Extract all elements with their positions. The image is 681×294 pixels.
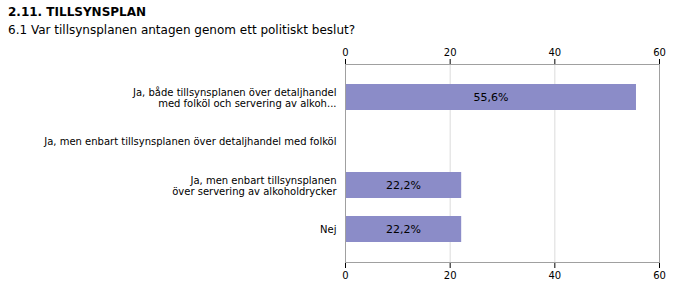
html-text:2.11. TILLSYNSPLAN: 2.11. TILLSYNSPLAN [8,5,147,19]
svg-text:40: 40 [548,270,561,281]
svg-text:Ja, men enbart tillsynsplanen: Ja, men enbart tillsynsplanen över detal… [43,136,336,147]
svg-text:20: 20 [444,47,457,58]
svg-text:55,6%: 55,6% [474,91,509,104]
svg-text:60: 60 [653,47,666,58]
svg-text:0: 0 [342,270,348,281]
svg-text:60: 60 [653,270,666,281]
html-text:6.1 Var tillsynsplanen antagen: 6.1 Var tillsynsplanen antagen genom ett… [8,23,356,37]
svg-text:22,2%: 22,2% [386,179,421,192]
svg-text:22,2%: 22,2% [386,223,421,236]
svg-text:Ja, både tillsynsplanen över d: Ja, både tillsynsplanen över detaljhande… [132,86,336,109]
svg-text:Ja, men enbart tillsynsplanenö: Ja, men enbart tillsynsplanenöver server… [172,175,337,197]
svg-text:0: 0 [342,47,348,58]
svg-text:Nej: Nej [320,224,336,235]
svg-text:20: 20 [444,270,457,281]
svg-text:40: 40 [548,47,561,58]
